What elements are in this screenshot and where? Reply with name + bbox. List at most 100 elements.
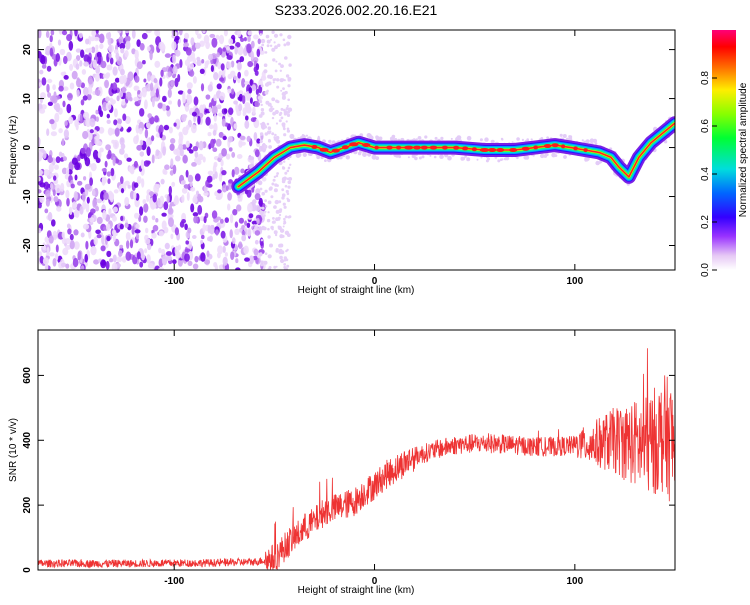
noise-blob (81, 192, 86, 202)
noise-blob (144, 248, 148, 254)
noise-dot (283, 217, 286, 221)
noise-blob (213, 72, 219, 81)
noise-blob (244, 120, 250, 129)
noise-blob (211, 37, 218, 48)
noise-blob (256, 48, 261, 58)
noise-blob (74, 30, 78, 37)
noise-blob (232, 237, 236, 245)
noise-dot (270, 38, 272, 41)
noise-blob (95, 116, 99, 122)
noise-blob (61, 231, 65, 239)
noise-blob (89, 129, 94, 134)
noise-dot (271, 220, 275, 224)
noise-blob (159, 195, 164, 205)
noise-blob (107, 36, 111, 46)
ridge-halo-dot (525, 155, 530, 160)
noise-dot (269, 243, 273, 248)
noise-blob (228, 107, 234, 115)
ridge-halo-dot (516, 156, 519, 160)
noise-dot (264, 210, 267, 213)
noise-blob (196, 56, 201, 62)
noise-blob (49, 252, 55, 257)
noise-blob (49, 47, 54, 57)
noise-blob (198, 140, 204, 151)
noise-blob (248, 87, 253, 94)
noise-blob (231, 151, 236, 158)
ridge-halo-dot (455, 136, 460, 142)
ridge-halo-dot (433, 155, 437, 159)
noise-blob (141, 32, 148, 40)
noise-blob (161, 212, 167, 217)
noise-blob (82, 223, 90, 230)
noise-blob (161, 255, 168, 266)
noise-blob (125, 40, 131, 50)
noise-blob (120, 215, 124, 221)
noise-blob (88, 47, 93, 53)
noise-blob (61, 167, 68, 175)
noise-blob (199, 68, 205, 75)
noise-blob (158, 247, 162, 254)
ridge-halo-dot (540, 137, 544, 140)
noise-blob (146, 46, 151, 52)
noise-dot (281, 196, 285, 200)
ridge-halo-dot (559, 133, 563, 137)
noise-blob (199, 40, 205, 47)
noise-dot (278, 62, 281, 66)
noise-blob (38, 137, 41, 147)
noise-dot (283, 160, 286, 163)
ridge-peak (413, 145, 421, 150)
noise-blob (38, 30, 42, 39)
noise-blob (191, 124, 197, 134)
ridge-halo-dot (289, 133, 295, 139)
noise-blob (191, 111, 197, 117)
noise-blob (204, 259, 210, 265)
noise-blob (184, 102, 190, 112)
noise-blob (192, 263, 199, 270)
noise-blob (55, 102, 61, 113)
noise-blob (99, 110, 104, 118)
noise-blob (222, 135, 227, 141)
noise-blob (182, 91, 186, 102)
noise-blob (124, 35, 131, 43)
ridge-halo-dot (237, 195, 241, 199)
noise-blob (189, 181, 193, 187)
noise-blob (86, 196, 90, 204)
noise-blob (170, 79, 175, 87)
noise-blob (174, 227, 179, 236)
noise-blob (209, 33, 216, 38)
noise-dot (274, 233, 278, 237)
noise-dot (281, 188, 285, 192)
noise-dot (270, 195, 274, 199)
noise-blob (249, 97, 253, 104)
noise-blob (96, 216, 103, 225)
noise-blob (120, 68, 125, 76)
noise-dot (266, 81, 270, 85)
noise-dot (276, 85, 280, 89)
noise-blob (107, 149, 112, 159)
noise-dot (279, 255, 283, 260)
noise-blob (234, 46, 238, 55)
noise-blob (47, 78, 53, 84)
noise-blob (46, 65, 52, 72)
noise-blob (124, 196, 130, 207)
noise-blob (155, 149, 160, 157)
noise-blob (181, 219, 187, 224)
noise-dot (268, 107, 274, 113)
noise-blob (207, 224, 211, 234)
noise-blob (112, 156, 116, 166)
noise-blob (147, 74, 151, 82)
noise-blob (50, 183, 54, 190)
noise-blob (259, 237, 264, 247)
noise-blob (226, 61, 232, 69)
noise-blob (233, 123, 238, 129)
ridge-halo-dot (463, 157, 466, 160)
noise-blob (187, 174, 194, 183)
noise-blob (89, 177, 93, 186)
spectrogram-xtick-label: 0 (372, 276, 378, 287)
noise-blob (141, 87, 147, 98)
noise-blob (146, 146, 151, 157)
noise-dot (283, 205, 287, 209)
noise-blob (197, 153, 204, 161)
noise-blob (64, 238, 71, 245)
noise-blob (254, 239, 259, 245)
